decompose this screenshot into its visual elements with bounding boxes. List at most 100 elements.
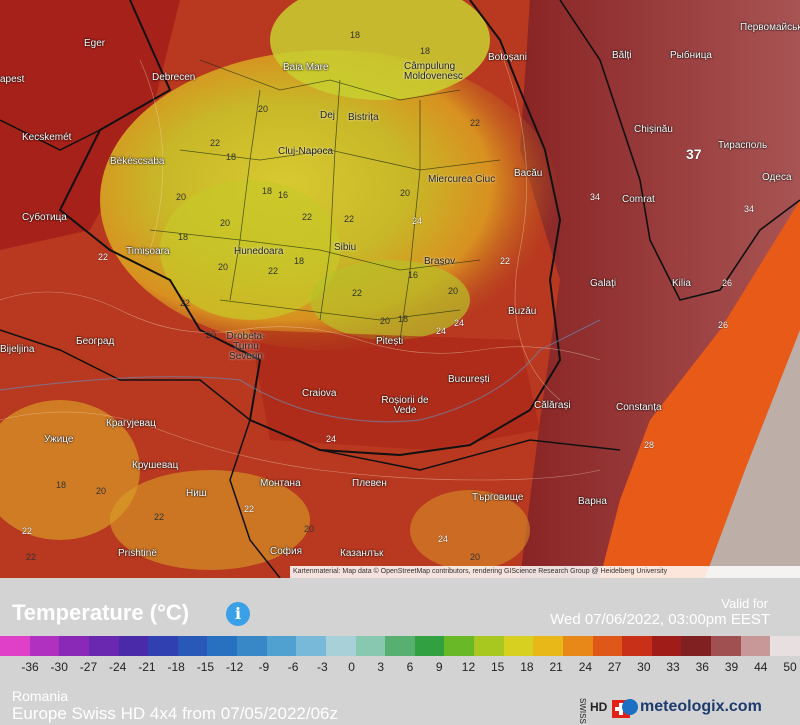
scale-tick-label: 18 [520, 660, 534, 674]
scale-tick-label: 6 [406, 660, 414, 674]
city-label: Bălți [612, 50, 632, 61]
scale-tick-label: -3 [316, 660, 328, 674]
temperature-map[interactable]: Eger Debrecen Baia Mare Câmpulung Moldov… [0, 0, 800, 578]
city-label: Одеса [762, 172, 792, 183]
scale-swatch [562, 636, 593, 656]
city-label: Первомайськ [740, 22, 800, 33]
temperature-value: 22 [500, 256, 511, 266]
temperature-value: 18 [398, 314, 409, 324]
city-label: Казанлък [340, 548, 384, 559]
city-label: Bacău [514, 168, 543, 179]
valid-time: Wed 07/06/2022, 03:00pm EEST [550, 611, 770, 628]
scale-tick-label: 33 [666, 660, 680, 674]
region-label: Romania [12, 688, 69, 704]
temperature-value: 18 [56, 480, 67, 490]
city-label: София [270, 546, 303, 557]
map-layers [0, 0, 800, 578]
city-label: Timișoara [126, 246, 170, 257]
scale-tick-label: 24 [578, 660, 593, 674]
info-icon[interactable]: i [226, 602, 250, 626]
temperature-value: 18 [420, 46, 431, 56]
scale-swatch [592, 636, 623, 656]
temperature-value: 22 [180, 298, 191, 308]
city-label: Крагујевац [106, 418, 156, 429]
scale-tick-label: -30 [50, 660, 68, 674]
city-label: Buzău [508, 306, 537, 317]
map-attribution: Kartenmaterial: Map data © OpenStreetMap… [290, 566, 800, 578]
temperature-value: 24 [326, 434, 337, 444]
scale-swatch [177, 636, 208, 656]
temperature-value: 22 [344, 214, 355, 224]
city-label: Суботица [22, 212, 67, 223]
valid-for-label: Valid for [721, 596, 768, 611]
city-label: Крушевац [132, 460, 179, 471]
temperature-value: 18 [226, 152, 237, 162]
scale-tick-label: 9 [435, 660, 443, 674]
scale-swatch [770, 636, 800, 656]
temperature-value: 24 [436, 326, 447, 336]
temperature-value: 20 [176, 192, 187, 202]
temperature-value: 26 [722, 278, 733, 288]
city-label: Тирасполь [718, 140, 768, 151]
temperature-value: 20 [206, 330, 217, 340]
temperature-value: 20 [96, 486, 107, 496]
temperature-value: 20 [380, 316, 391, 326]
city-label: Craiova [302, 388, 337, 399]
scale-tick-label: 21 [549, 660, 563, 674]
temperature-value: 26 [718, 320, 729, 330]
scale-tick-label: -27 [79, 660, 98, 674]
scale-swatch [88, 636, 119, 656]
city-label: Sibiu [334, 242, 357, 253]
scale-swatch [503, 636, 534, 656]
scale-swatch [385, 636, 415, 656]
scale-swatch [681, 636, 711, 656]
scale-swatch [29, 636, 60, 656]
temperature-value: 20 [220, 218, 231, 228]
temperature-value: 22 [244, 504, 255, 514]
temperature-value: 34 [744, 204, 755, 214]
scale-tick-label: -6 [287, 660, 299, 674]
temperature-value: 24 [412, 216, 423, 226]
city-label: Рыбница [670, 50, 712, 61]
meteologix-logo[interactable]: meteologix.com [640, 698, 762, 715]
city-label: Cluj-Napoca [278, 146, 334, 157]
city-label: Варна [578, 496, 607, 507]
city-label: Bistrița [348, 112, 379, 123]
temperature-value: 22 [26, 552, 37, 562]
scale-swatch [266, 636, 297, 656]
temperature-value: 20 [258, 104, 269, 114]
city-label: București [448, 374, 490, 385]
city-label: Comrat [622, 194, 655, 205]
city-label: Eger [84, 38, 106, 49]
city-label: Brașov [424, 256, 456, 267]
scale-tick-label: -18 [167, 660, 185, 674]
model-label: Europe Swiss HD 4x4 from 07/05/2022/06z [12, 704, 339, 723]
temperature-value: 16 [278, 190, 289, 200]
scale-swatch [325, 636, 356, 656]
hd-label: HD [590, 700, 608, 714]
temperature-value: 20 [218, 262, 229, 272]
city-label: Roșiorii de Vede [381, 395, 429, 416]
temperature-value: 24 [438, 534, 449, 544]
city-label: Chișinău [634, 124, 673, 135]
scale-swatch [414, 636, 445, 656]
scale-tick-label: -12 [225, 660, 244, 674]
city-label: Constanța [616, 402, 662, 413]
temperature-value: 18 [178, 232, 189, 242]
legend-title: Temperature (°C) [12, 600, 190, 625]
scale-swatch [118, 636, 149, 656]
city-label: Câmpulung Moldovenesc [404, 61, 463, 82]
city-label: Baia Mare [283, 62, 329, 73]
temperature-value: 22 [210, 138, 221, 148]
temperature-value: 20 [448, 286, 459, 296]
temperature-value: 22 [302, 212, 313, 222]
city-label: Търговище [472, 492, 524, 503]
scale-tick-label: 44 [754, 660, 768, 674]
city-label: Călărași [534, 400, 571, 411]
scale-tick-label: 50 [783, 660, 797, 674]
scale-ticks: -36 -30 -27 -24 -21 -18 -15 -12 -9 -6 -3 0 3 6 9 12 15 18… [0, 660, 800, 680]
scale-tick-label: -36 [21, 660, 39, 674]
city-label: Ниш [186, 488, 207, 499]
temperature-value: 20 [400, 188, 411, 198]
scale-tick-label: 15 [491, 660, 505, 674]
